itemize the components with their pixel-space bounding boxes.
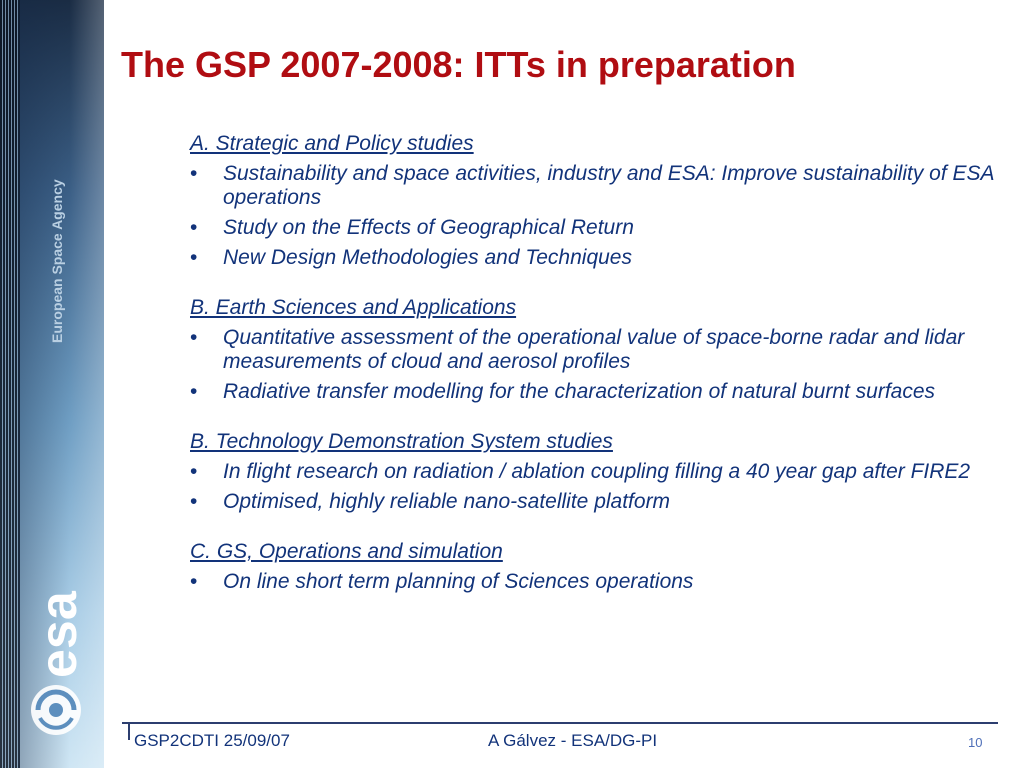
bullet-text: Study on the Effects of Geographical Ret…: [223, 216, 634, 239]
bullet-icon: •: [190, 326, 198, 349]
section: A. Strategic and Policy studies • Sustaina…: [190, 132, 1002, 270]
bullet-list: • Quantitative assessment of the operatio…: [190, 326, 1002, 404]
section: B. Technology Demonstration System studi…: [190, 430, 1002, 514]
section-heading: A. Strategic and Policy studies: [190, 132, 474, 155]
bullet-item: • New Design Methodologies and Techniques: [190, 246, 1002, 270]
bullet-text: On line short term planning of Sciences …: [223, 570, 694, 593]
bullet-text: New Design Methodologies and Techniques: [223, 246, 632, 269]
footer-divider-tick: [128, 722, 130, 740]
section-heading: B. Earth Sciences and Applications: [190, 296, 517, 319]
bullet-item: • Sustainability and space activities, in…: [190, 162, 1002, 210]
section-heading: B. Technology Demonstration System studi…: [190, 430, 613, 453]
bullet-list: • Sustainability and space activities, in…: [190, 162, 1002, 270]
bullet-icon: •: [190, 460, 198, 483]
esa-logo: esa: [10, 560, 102, 740]
agency-name: European Space Agency: [40, 165, 70, 345]
bullet-text: Radiative transfer modelling for the cha…: [223, 380, 936, 403]
barcode-stripes: [0, 0, 20, 768]
bullet-text: Optimised, highly reliable nano-satellit…: [223, 490, 671, 513]
band-glow: [18, 0, 104, 768]
bullet-list: • In flight research on radiation / ablat…: [190, 460, 1002, 514]
bullet-icon: •: [190, 570, 198, 593]
bullet-text: Quantitative assessment of the operation…: [223, 326, 965, 373]
page-number: 10: [968, 735, 983, 750]
bullet-item: • Radiative transfer modelling for the ch…: [190, 380, 1002, 404]
footer-divider: [122, 722, 998, 724]
slide-title: The GSP 2007-2008: ITTs in preparation: [121, 44, 796, 85]
section-heading: C. GS, Operations and simulation: [190, 540, 503, 563]
bullet-icon: •: [190, 380, 198, 403]
section: C. GS, Operations and simulation • On lin…: [190, 540, 1002, 594]
bullet-item: • Optimised, highly reliable nano-satelli…: [190, 490, 1002, 514]
footer-event: GSP2CDTI 25/09/07: [134, 731, 290, 750]
bullet-icon: •: [190, 216, 198, 239]
bullet-icon: •: [190, 162, 198, 185]
esa-wordmark: esa: [30, 590, 88, 678]
bullet-item: • Study on the Effects of Geographical Re…: [190, 216, 1002, 240]
bullet-list: • On line short term planning of Science…: [190, 570, 1002, 594]
bullet-icon: •: [190, 490, 198, 513]
footer-author: A Gálvez - ESA/DG-PI: [488, 731, 658, 750]
agency-label: European Space Agency: [49, 179, 65, 343]
bullet-icon: •: [190, 246, 198, 269]
bullet-item: • On line short term planning of Science…: [190, 570, 1002, 594]
esa-swirl-icon: [31, 685, 81, 735]
bullet-item: • Quantitative assessment of the operatio…: [190, 326, 1002, 374]
slide-content: A. Strategic and Policy studies • Sustaina…: [190, 132, 1002, 620]
side-band: European Space Agency esa: [0, 0, 104, 768]
bullet-text: Sustainability and space activities, ind…: [223, 162, 994, 209]
bullet-text: In flight research on radiation / ablati…: [223, 460, 971, 483]
section: B. Earth Sciences and Applications • Quant…: [190, 296, 1002, 404]
bullet-item: • In flight research on radiation / ablat…: [190, 460, 1002, 484]
